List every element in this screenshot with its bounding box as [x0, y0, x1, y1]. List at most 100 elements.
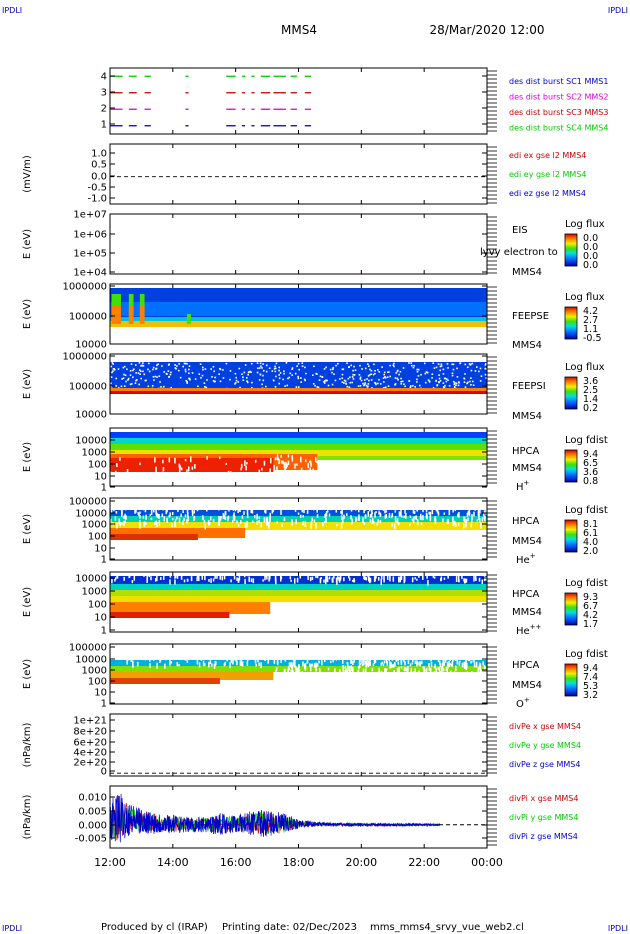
hpca_o-data-gap — [437, 666, 440, 670]
feepsi-speckle — [262, 374, 264, 377]
hpca_h-data-gap — [342, 485, 344, 489]
hpca_h-data-gap — [293, 472, 295, 477]
hpca_o-data-gap — [324, 677, 327, 682]
hpca_he1-data-gap — [248, 554, 250, 560]
hpca_he1-spectrum-band — [110, 522, 487, 530]
feepsi-speckle — [371, 387, 373, 389]
hpca_he1-data-gap — [319, 539, 321, 542]
feepsi-speckle — [256, 362, 259, 364]
hpca_he2-data-gap — [352, 619, 355, 624]
hpca_h-data-gap — [354, 468, 356, 472]
hpca_h-data-gap — [442, 482, 444, 489]
hpca_o-data-gap — [165, 657, 167, 661]
feepsi-speckle — [383, 373, 386, 376]
hpca_h-data-gap — [146, 478, 148, 484]
feepsi-speckle — [289, 372, 292, 375]
feepsi-speckle — [348, 386, 351, 389]
hpca_he2-data-gap — [244, 578, 246, 585]
date-time-title: 28/Mar/2020 12:00 — [430, 23, 545, 37]
hpca_he1-data-gap — [244, 522, 247, 528]
hpca_o-data-gap — [277, 660, 279, 666]
feepsi-speckle — [324, 380, 326, 382]
hpca_o-colorbar-tick: 7.4 — [583, 672, 598, 683]
hpca_he1-data-gap — [306, 538, 309, 545]
hpca_he2-data-gap — [198, 575, 200, 582]
feepsi-speckle — [241, 373, 243, 375]
hpca_o-data-gap — [431, 676, 433, 680]
hpca_he1-data-gap — [219, 517, 221, 523]
hpca_h-data-gap — [360, 477, 363, 482]
divpe-ytick-label: 6e+20 — [73, 738, 107, 749]
hpca_o-data-gap — [371, 681, 373, 687]
hpca_he2-data-gap — [428, 613, 431, 618]
feepsi-speckle — [459, 362, 461, 365]
hpca_he2-data-gap — [281, 603, 283, 609]
hpca_he1-data-gap — [166, 507, 168, 513]
hpca_he1-spectrum-band — [110, 516, 487, 524]
feepsi-speckle — [468, 363, 471, 365]
hpca_o-data-gap — [374, 686, 377, 691]
hpca_o-data-gap — [466, 671, 468, 674]
hpca_h-data-gap — [178, 467, 181, 473]
feepsi-speckle — [379, 383, 382, 385]
feepsi-speckle — [262, 379, 265, 382]
hpca_he2-data-gap — [406, 616, 409, 622]
spacecraft-title: MMS4 — [281, 23, 317, 37]
hpca_he1-data-gap — [275, 547, 277, 551]
hpca_h-data-gap — [424, 477, 426, 483]
feepsi-speckle — [287, 377, 289, 380]
feepsi-speckle — [387, 385, 390, 387]
hpca_he1-data-gap — [350, 507, 353, 512]
feepsi-speckle — [142, 365, 145, 367]
hpca_he1-data-gap — [368, 546, 370, 551]
hpca_he2-data-gap — [368, 577, 371, 584]
feepsi-speckle — [262, 369, 265, 372]
hpca_he1-data-gap — [385, 532, 388, 536]
hpca_he2-data-gap — [459, 621, 461, 627]
hpca_he2-data-gap — [299, 616, 302, 621]
hpca_h-data-gap — [448, 471, 451, 476]
hpca_h-spectrum-band — [317, 456, 487, 460]
hpca_he2-data-gap — [271, 622, 273, 628]
hpca_he2-data-gap — [449, 605, 452, 612]
hpca_o-data-gap — [290, 662, 292, 666]
hpca_he1-data-gap — [452, 521, 455, 527]
hpca_he2-data-gap — [318, 619, 321, 623]
feeps_i-colorbar-tick: 0.2 — [583, 403, 598, 414]
feepsi-speckle — [130, 363, 133, 365]
hpca_he2-data-gap — [471, 622, 474, 627]
hpca_h-data-gap — [239, 479, 242, 485]
feepse-low-band — [110, 317, 487, 321]
hpca_he2-data-gap — [370, 613, 372, 619]
hpca_o-data-gap — [304, 678, 306, 684]
hpca_he1-data-gap — [158, 520, 161, 526]
hpca_he1-data-gap — [294, 504, 296, 508]
hpca_he1-colorbar-tick: 2.0 — [583, 546, 598, 557]
hpca_o-data-gap — [164, 663, 166, 669]
hpca_he2-data-gap — [288, 622, 290, 627]
hpca_o-data-gap — [156, 662, 158, 669]
hpca_o-data-gap — [420, 672, 423, 675]
hpca_he2-data-gap — [434, 616, 436, 621]
hpca_h-data-gap — [193, 480, 195, 484]
hpca_h-data-gap — [301, 480, 303, 483]
hpca_o-data-gap — [428, 666, 431, 670]
hpca_o-data-gap — [344, 680, 346, 687]
hpca_h-data-gap — [247, 472, 249, 479]
hpca_he1-data-gap — [224, 511, 226, 514]
hpca_h-data-gap — [365, 462, 368, 467]
hpca_h-data-gap — [309, 460, 311, 463]
hpca_he1-data-gap — [193, 510, 195, 514]
feepsi-speckle — [265, 370, 268, 373]
hpca_he1-data-gap — [269, 531, 272, 535]
hpca_he2-data-gap — [431, 619, 434, 622]
hpca_he1-data-gap — [371, 512, 374, 515]
hpca_o-data-gap — [329, 679, 331, 683]
hpca_he1-data-gap — [370, 513, 373, 518]
hpca_he2-data-gap — [379, 611, 382, 617]
hpca_o-data-gap — [417, 675, 419, 681]
hpca_he2-data-gap — [380, 574, 383, 580]
hpca_he1-data-gap — [187, 516, 189, 522]
feepsi-speckle — [129, 383, 132, 386]
hpca_o-data-gap — [361, 682, 363, 687]
